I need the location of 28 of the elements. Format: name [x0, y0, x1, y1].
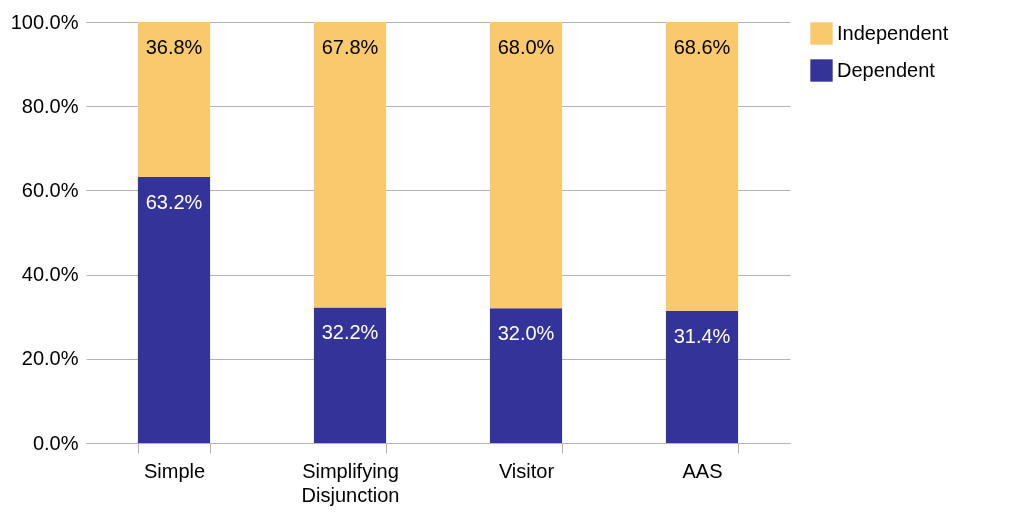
x-tick-label: Simple: [143, 459, 206, 482]
bar: [313, 22, 387, 308]
data-label: 36.8%: [145, 36, 203, 58]
bar: [489, 308, 563, 443]
bar: [313, 307, 387, 443]
bar: [489, 22, 563, 309]
data-label: 67.8%: [321, 36, 379, 58]
y-tick-label: 60.0%: [21, 178, 79, 201]
data-label: 31.4%: [673, 324, 731, 347]
data-label: 32.0%: [497, 322, 555, 345]
bar: [665, 310, 739, 443]
data-label: 68.6%: [673, 36, 731, 58]
data-label: 68.0%: [497, 36, 555, 58]
y-tick-label: 20.0%: [21, 347, 79, 370]
data-label: 63.2%: [145, 190, 203, 213]
legend-label: Independent: [837, 21, 949, 44]
bar: [137, 22, 211, 177]
y-tick-label: 40.0%: [21, 263, 79, 286]
y-tick-label: 80.0%: [21, 94, 79, 117]
legend-label: Dependent: [837, 58, 936, 81]
x-tick-label: Simplifying Disjunction: [301, 459, 400, 506]
bar: [137, 176, 211, 443]
y-tick-label: 100.0%: [10, 10, 79, 33]
x-tick-label: Visitor: [498, 459, 555, 482]
data-label: 32.2%: [321, 321, 379, 344]
y-tick-label: 0.0%: [32, 431, 79, 454]
x-tick-label: AAS: [682, 459, 723, 482]
bar: [665, 22, 739, 311]
